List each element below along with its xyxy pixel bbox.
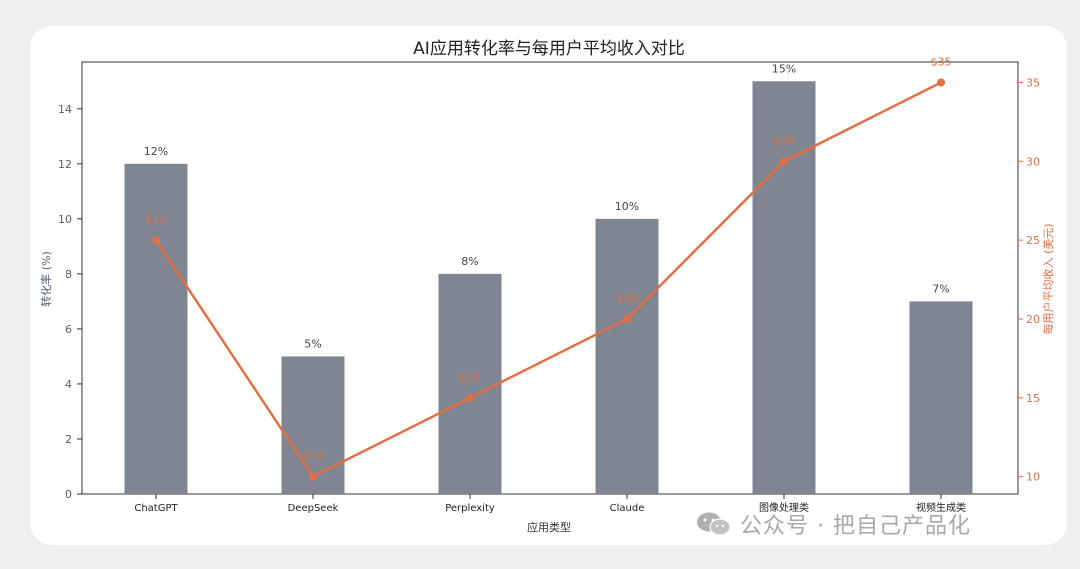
- x-tick-label: Perplexity: [445, 503, 495, 514]
- chart-card: [30, 26, 1067, 545]
- line-point: [780, 157, 788, 166]
- line-value-label: $10: [303, 450, 324, 463]
- bar: [595, 218, 659, 494]
- bar-value-label: 5%: [304, 337, 321, 350]
- y-axis-label-right: 每用户平均收入 (美元): [1041, 223, 1055, 334]
- bar-value-label: 8%: [461, 255, 478, 268]
- line-value-label: $30: [774, 134, 795, 147]
- y2-tick-label: 35: [1026, 76, 1040, 89]
- line-value-label: $25: [146, 213, 167, 226]
- y2-tick-label: 30: [1026, 155, 1040, 168]
- y2-tick-label: 15: [1026, 392, 1040, 405]
- line-point: [466, 393, 474, 402]
- y-tick-label: 12: [58, 158, 72, 171]
- bar-value-label: 15%: [772, 62, 796, 75]
- plot-frame: [81, 61, 1019, 495]
- bar-value-label: 7%: [932, 282, 949, 295]
- bar: [124, 163, 188, 495]
- watermark: 公众号 · 把自己产品化: [696, 508, 971, 540]
- x-tick-label: Claude: [610, 503, 645, 514]
- bar: [909, 301, 973, 494]
- x-tick-label: 图像处理类: [759, 501, 809, 514]
- y-tick-label: 8: [65, 268, 72, 281]
- line-point: [309, 472, 317, 481]
- y-tick-label: 4: [65, 378, 72, 391]
- x-tick-label: ChatGPT: [134, 503, 178, 514]
- arpu-line: [154, 81, 942, 479]
- y-tick-label: 2: [65, 433, 72, 446]
- y-tick-label: 14: [58, 103, 72, 116]
- y2-tick-label: 10: [1026, 471, 1040, 484]
- x-tick-label: DeepSeek: [288, 503, 339, 514]
- y-axis-label-left: 转化率 (%): [39, 251, 53, 307]
- y2-tick-label: 25: [1026, 234, 1040, 247]
- line-value-label: $20: [617, 292, 638, 305]
- x-axis-label: 应用类型: [527, 520, 571, 534]
- y-tick-label: 0: [65, 488, 72, 501]
- chart-title: AI应用转化率与每用户平均收入对比: [413, 39, 685, 59]
- bar-value-label: 12%: [144, 145, 168, 158]
- line-point: [152, 236, 160, 245]
- x-tick-label: 视频生成类: [916, 501, 966, 514]
- y-tick-label: 6: [65, 323, 72, 336]
- line-point: [623, 314, 631, 323]
- y2-tick-label: 20: [1026, 313, 1040, 326]
- y-tick-label: 10: [58, 213, 72, 226]
- bar-value-label: 10%: [615, 200, 639, 213]
- wechat-icon: [697, 512, 731, 536]
- line-value-label: $35: [931, 55, 952, 68]
- watermark-text: 公众号 · 把自己产品化: [740, 514, 971, 539]
- line-point: [937, 78, 945, 87]
- bar: [281, 356, 345, 494]
- line-value-label: $15: [460, 371, 481, 384]
- bar: [438, 273, 502, 494]
